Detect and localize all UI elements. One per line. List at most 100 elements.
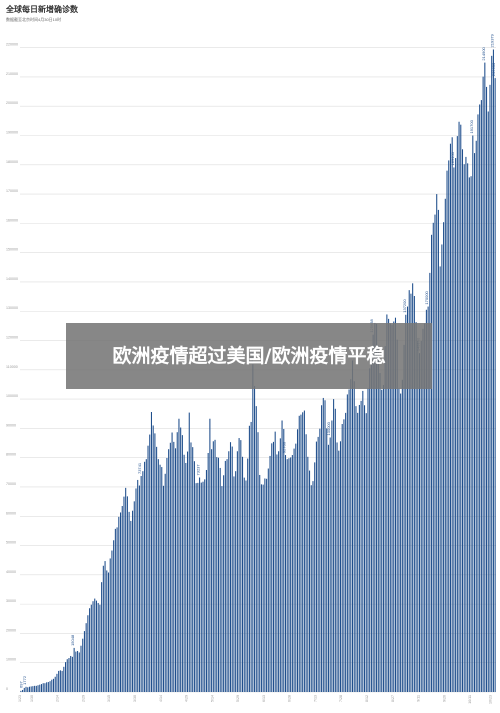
bar [176,432,178,692]
bar [82,638,84,692]
bar [250,421,252,692]
bar [388,318,390,692]
bar [298,415,300,692]
bar [351,360,354,692]
bar [456,136,458,692]
bar [451,137,453,693]
bar [49,681,51,692]
bar [185,462,187,692]
bar [417,341,419,692]
bar [376,323,378,692]
bar [46,682,48,692]
bar [192,447,194,692]
y-tick-label: 80000 [6,453,16,457]
bar [398,388,400,692]
bar [104,561,106,692]
bar [439,266,441,692]
bar [400,393,402,692]
bar [460,124,462,693]
bar [236,451,238,692]
bar [168,449,170,692]
bar [293,448,295,692]
bar [106,570,108,692]
bar [130,520,132,692]
bar [247,458,249,692]
bar [259,474,261,692]
bar [166,457,168,692]
bar [223,475,225,692]
bar [126,496,128,692]
bar [243,477,245,692]
bar [317,436,319,692]
bar [365,413,367,692]
bar [360,400,362,692]
bar [484,62,486,692]
x-tick-label: 9/11 [417,695,421,702]
x-tick-label: 2/14 [56,695,60,702]
bar [487,111,489,693]
bar [154,433,156,692]
bar [353,381,355,692]
bar [449,143,451,692]
y-tick-label: 200000 [6,101,18,105]
bar [181,435,183,692]
bar [42,683,44,692]
bar [138,485,140,692]
x-tick-label: 6/13 [262,695,266,702]
bar [300,414,302,692]
bar [475,140,477,693]
bar [305,434,307,692]
bar [121,506,123,692]
bar [425,309,427,692]
bar [51,679,53,692]
bar [279,438,281,692]
bar [326,428,328,692]
x-tick-label: 5/29 [236,695,240,702]
bar [465,156,467,693]
value-label: 100000 [326,421,331,435]
bar [461,149,464,693]
bar [87,615,89,692]
bar [85,623,87,692]
y-tick-label: 40000 [6,570,16,574]
y-tick-label: 100000 [6,394,18,398]
bar [173,441,175,692]
bar [327,444,329,692]
bar [358,404,360,692]
bar [283,428,285,692]
bar [295,443,297,692]
bar [125,487,127,692]
bar [473,153,476,692]
value-label: 189400 [450,151,455,165]
bar [119,512,122,692]
bar [406,306,409,692]
x-tick-label: 10/23 [489,695,493,704]
bar [30,686,32,692]
bar [200,482,202,692]
bar [431,234,433,692]
bar [248,425,250,692]
y-tick-label: 170000 [6,189,18,193]
bar [68,658,70,692]
bar [37,685,39,692]
bar [240,440,242,692]
bar [99,604,101,692]
value-label: 170000 [424,290,429,304]
bar [204,479,206,692]
bar [346,394,348,692]
bar [333,399,335,692]
bar [309,470,311,692]
bar [420,340,422,692]
bar [212,441,214,692]
x-tick-label: 4/14 [159,695,163,702]
x-tick-label: 1/23 [18,695,22,702]
bar [44,683,46,692]
bar [410,293,412,692]
bar [345,412,347,692]
bar [188,412,190,692]
bar [202,481,204,692]
value-label: 15048 [70,634,75,646]
bar [412,283,414,692]
bar [242,456,244,692]
bar [205,469,207,692]
